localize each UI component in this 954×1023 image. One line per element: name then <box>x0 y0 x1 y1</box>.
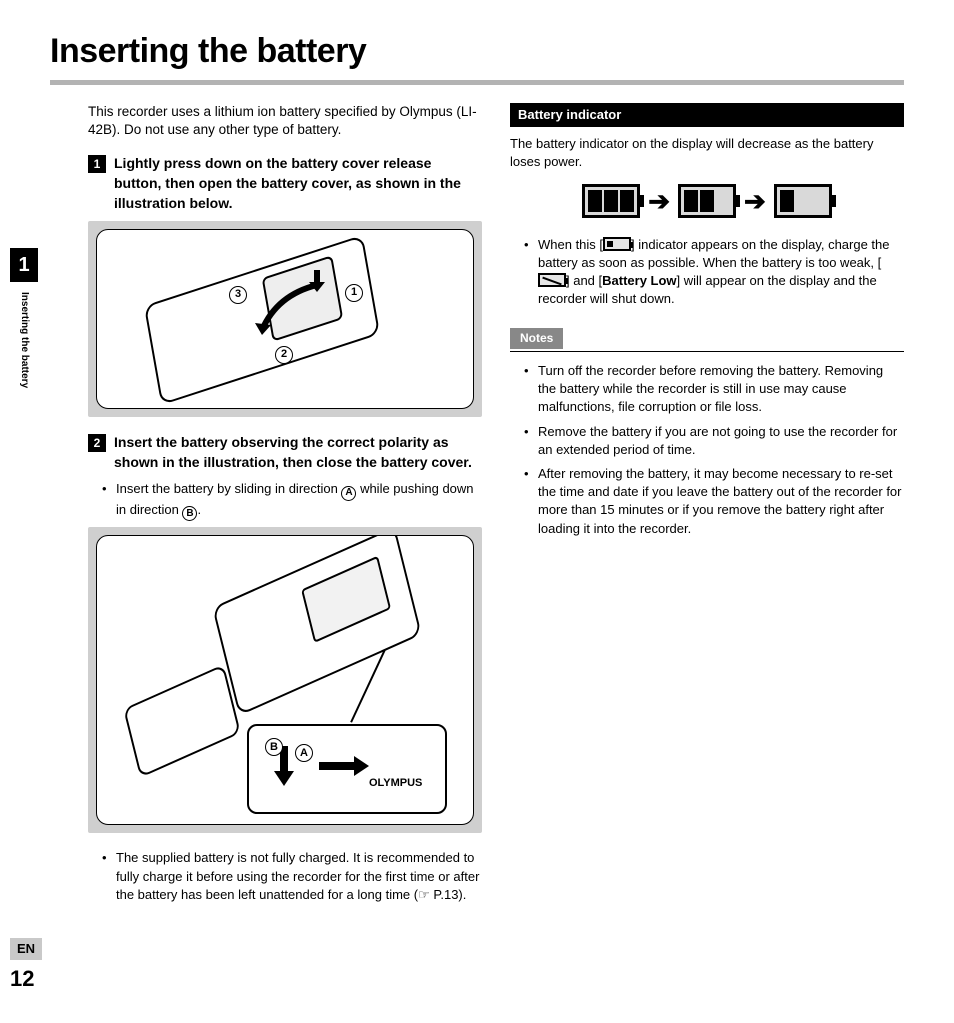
arrow-icon: ➔ <box>744 183 766 219</box>
illustration-2: OLYMPUS A B <box>88 527 482 833</box>
notes-heading: Notes <box>510 328 563 349</box>
page-title: Inserting the battery <box>50 28 904 76</box>
step-2-heading: 2 Insert the battery observing the corre… <box>88 433 482 472</box>
battery-indicator-heading: Battery indicator <box>510 103 904 127</box>
note-item: Remove the battery if you are not going … <box>538 423 904 459</box>
arrow-icon: ➔ <box>648 183 670 219</box>
side-tab: 1 Inserting the battery <box>10 248 38 388</box>
battery-low-label: Battery Low <box>602 273 676 288</box>
battery-2bar-icon <box>678 184 736 218</box>
label-a-icon: A <box>341 486 356 501</box>
charge-note: The supplied battery is not fully charge… <box>116 849 482 904</box>
battery-1bar-icon <box>774 184 832 218</box>
battery-cover-icon <box>123 664 241 778</box>
step-2-sublist: Insert the battery by sliding in directi… <box>88 480 482 521</box>
notes-list: Turn off the recorder before removing th… <box>510 362 904 538</box>
step-1-text: Lightly press down on the battery cover … <box>114 154 482 213</box>
svg-text:OLYMPUS: OLYMPUS <box>369 777 422 789</box>
note-item: After removing the battery, it may becom… <box>538 465 904 538</box>
device-open-icon <box>212 535 422 716</box>
illustration-1: 1 2 3 <box>88 221 482 417</box>
language-badge: EN <box>10 938 42 960</box>
left-bullets: The supplied battery is not fully charge… <box>88 849 482 904</box>
step-1-heading: 1 Lightly press down on the battery cove… <box>88 154 482 213</box>
title-rule <box>50 80 904 85</box>
page-number: 12 <box>10 964 42 995</box>
battery-level-row: ➔ ➔ <box>510 183 904 219</box>
step-2-text: Insert the battery observing the correct… <box>114 433 482 472</box>
press-arrow-icon <box>305 268 335 298</box>
intro-text: This recorder uses a lithium ion battery… <box>88 103 482 141</box>
page-footer: EN 12 <box>10 938 42 995</box>
label-b-icon: B <box>182 506 197 521</box>
note-item: Turn off the recorder before removing th… <box>538 362 904 417</box>
step-2-subitem: Insert the battery by sliding in directi… <box>116 480 482 521</box>
battery-full-icon <box>582 184 640 218</box>
battery-low-icon <box>603 237 631 251</box>
step-2-number: 2 <box>88 434 106 452</box>
left-column: This recorder uses a lithium ion battery… <box>50 103 482 910</box>
battery-empty-icon <box>538 273 566 287</box>
chapter-number: 1 <box>10 248 38 282</box>
battery-indicator-bullet: When this [] indicator appears on the di… <box>538 236 904 309</box>
battery-indicator-bullets: When this [] indicator appears on the di… <box>510 236 904 309</box>
right-column: Battery indicator The battery indicator … <box>510 103 904 910</box>
battery-indicator-text: The battery indicator on the display wil… <box>510 135 904 171</box>
step-1-number: 1 <box>88 155 106 173</box>
notes-rule <box>510 351 904 352</box>
chapter-label: Inserting the battery <box>17 292 31 388</box>
